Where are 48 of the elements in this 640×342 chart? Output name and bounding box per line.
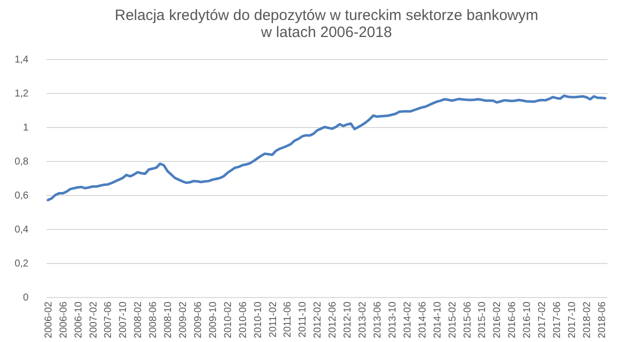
- line-series: [46, 94, 606, 202]
- x-tick-label: 2011-02: [268, 301, 279, 338]
- x-tick-label: 2008-02: [133, 301, 144, 338]
- x-tick-label: 2014-02: [402, 301, 414, 338]
- y-tick-label: 0,2: [14, 258, 29, 270]
- x-tick-label: 2012-02: [312, 301, 324, 338]
- y-tick-label: 0,6: [14, 190, 29, 202]
- x-tick-label: 2016-10: [522, 301, 534, 338]
- x-tick-label: 2012-10: [342, 301, 354, 338]
- y-tick-label: 0,8: [14, 156, 29, 168]
- y-tick-label: 1: [22, 122, 29, 134]
- y-tick-label: 0,4: [14, 224, 29, 236]
- x-tick-label: 2008-10: [163, 301, 174, 338]
- x-tick-label: 2018-06: [596, 301, 608, 338]
- x-tick-label: 2006-10: [73, 301, 84, 338]
- y-tick-label: 1,4: [14, 54, 29, 66]
- x-tick-label: 2018-02: [582, 301, 593, 338]
- x-tick-label: 2012-06: [328, 301, 339, 338]
- x-tick-label: 2011-10: [298, 301, 309, 338]
- x-tick-label: 2010-10: [252, 301, 264, 338]
- x-tick-label: 2017-02: [537, 301, 548, 338]
- x-tick-label: 2006-02: [43, 301, 54, 338]
- y-tick-label: 1,2: [14, 88, 29, 100]
- x-tick-label: 2006-06: [58, 301, 70, 338]
- x-tick-label: 2014-10: [432, 301, 444, 338]
- x-tick-label: 2017-10: [566, 301, 578, 338]
- x-tick-label: 2007-06: [103, 301, 114, 338]
- x-tick-label: 2016-06: [507, 301, 518, 338]
- x-tick-label: 2011-06: [282, 301, 294, 338]
- x-tick-label: 2015-02: [447, 301, 458, 338]
- x-tick-label: 2016-02: [492, 301, 504, 338]
- x-tick-label: 2010-06: [238, 301, 249, 338]
- x-tick-label: 2009-02: [178, 301, 190, 338]
- x-tick-label: 2013-06: [372, 301, 384, 338]
- x-tick-label: 2014-06: [417, 301, 428, 338]
- x-tick-label: 2013-10: [387, 301, 398, 338]
- y-tick-label: 0: [22, 292, 29, 304]
- x-tick-label: 2008-06: [148, 301, 160, 338]
- x-tick-label: 2015-10: [477, 301, 488, 338]
- x-tick-label: 2009-06: [192, 301, 204, 338]
- x-tick-label: 2007-10: [118, 301, 130, 338]
- x-tick-label: 2017-06: [552, 301, 564, 338]
- x-tick-label: 2015-06: [462, 301, 474, 338]
- x-tick-label: 2013-02: [358, 301, 369, 338]
- x-tick-label: 2007-02: [88, 301, 100, 338]
- x-tick-label: 2010-02: [222, 301, 234, 338]
- x-tick-label: 2009-10: [208, 301, 219, 338]
- chart-title: Relacja kredytów do depozytów w tureckim sektorze bankowym w latach 2006-2018: [114, 7, 538, 41]
